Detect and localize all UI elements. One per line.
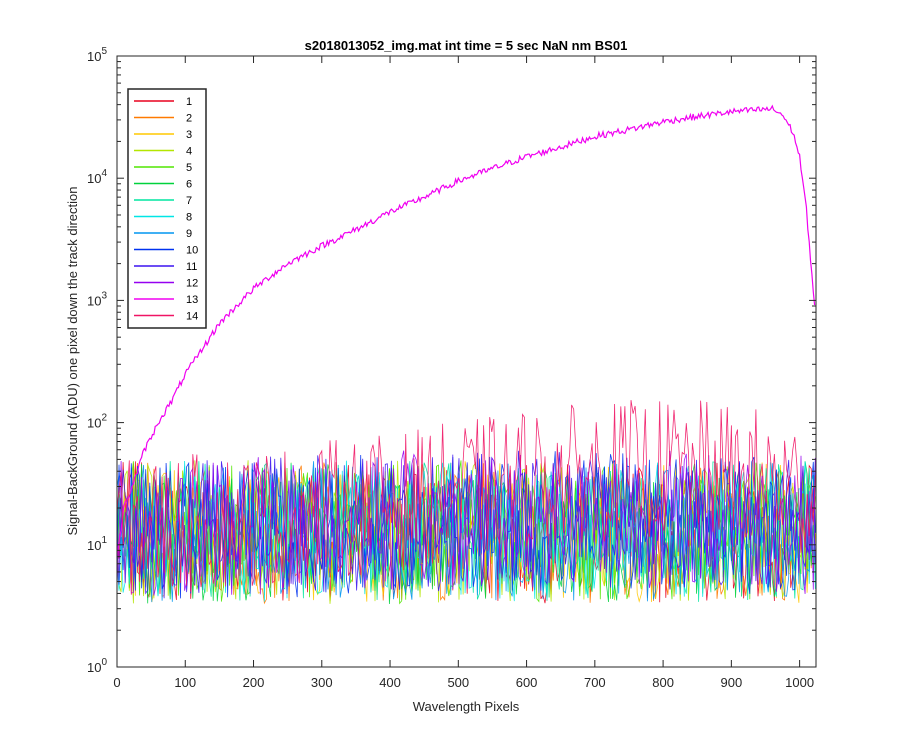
legend-label-8: 8 bbox=[186, 212, 192, 224]
series-line-14 bbox=[116, 400, 816, 595]
legend-label-9: 9 bbox=[186, 228, 192, 240]
legend-label-11: 11 bbox=[186, 261, 197, 273]
x-tick-label: 100 bbox=[174, 675, 196, 690]
legend-label-10: 10 bbox=[186, 245, 198, 257]
legend-label-2: 2 bbox=[186, 113, 192, 125]
y-tick-label: 101 bbox=[87, 535, 107, 553]
x-tick-label: 0 bbox=[113, 675, 120, 690]
series-line-11 bbox=[116, 450, 816, 599]
series-line-13 bbox=[116, 104, 816, 558]
legend-label-5: 5 bbox=[186, 162, 192, 174]
x-tick-label: 400 bbox=[379, 675, 401, 690]
legend-box bbox=[127, 88, 207, 329]
legend-label-13: 13 bbox=[186, 294, 198, 306]
x-tick-label: 800 bbox=[652, 675, 674, 690]
legend-label-1: 1 bbox=[186, 96, 192, 108]
legend-label-6: 6 bbox=[186, 179, 192, 191]
x-tick-label: 500 bbox=[447, 675, 469, 690]
x-tick-label: 600 bbox=[516, 675, 538, 690]
legend-label-3: 3 bbox=[186, 129, 192, 141]
y-axis-label: Signal-BackGround (ADU) one pixel down t… bbox=[65, 186, 80, 535]
legend-label-12: 12 bbox=[186, 278, 198, 290]
x-tick-label: 900 bbox=[721, 675, 743, 690]
plot-frame bbox=[116, 55, 817, 668]
x-axis-label: Wavelength Pixels bbox=[413, 699, 520, 714]
y-tick-label: 100 bbox=[87, 657, 107, 675]
x-tick-label: 200 bbox=[243, 675, 265, 690]
y-tick-label: 102 bbox=[87, 413, 107, 431]
y-tick-label: 105 bbox=[87, 46, 107, 64]
legend-label-14: 14 bbox=[186, 311, 198, 323]
legend-label-7: 7 bbox=[186, 195, 192, 207]
chart-title: s2018013052_img.mat int time = 5 sec NaN… bbox=[305, 38, 628, 53]
legend-label-4: 4 bbox=[186, 146, 192, 158]
y-tick-label: 104 bbox=[87, 168, 107, 186]
x-tick-label: 1000 bbox=[785, 675, 814, 690]
series-layer bbox=[116, 104, 816, 605]
x-tick-label: 700 bbox=[584, 675, 606, 690]
y-tick-label: 103 bbox=[87, 290, 107, 308]
x-tick-label: 300 bbox=[311, 675, 333, 690]
